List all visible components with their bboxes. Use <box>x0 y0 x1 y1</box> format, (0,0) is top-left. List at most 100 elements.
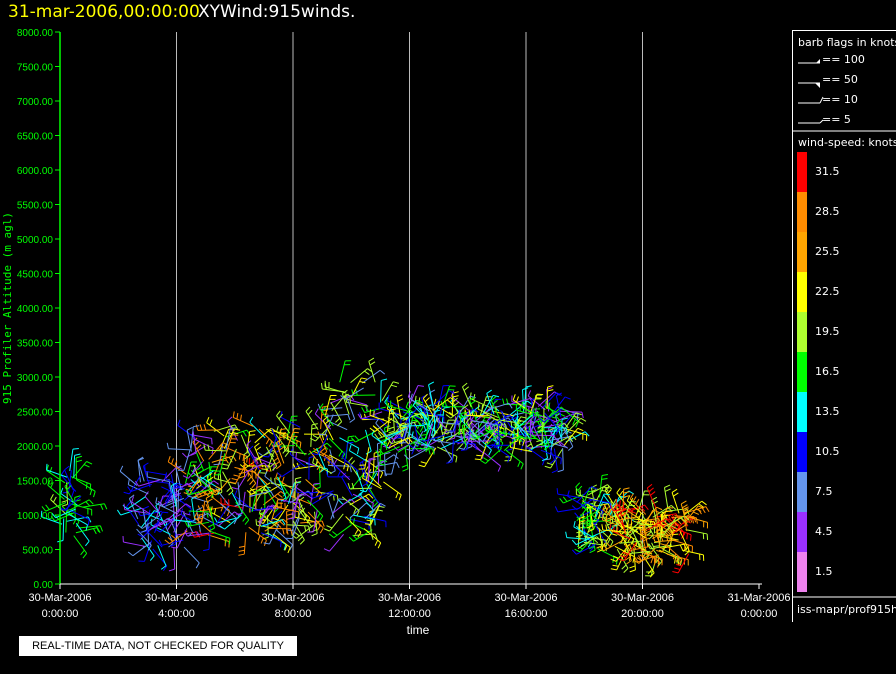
wind-barb <box>442 385 456 407</box>
wind-barb <box>684 505 704 524</box>
wind-barb <box>616 548 629 573</box>
wind-barb <box>182 461 204 479</box>
wind-barb <box>408 385 424 406</box>
wind-barb <box>246 430 256 454</box>
wind-barb <box>386 408 396 432</box>
wind-barb <box>385 452 398 475</box>
wind-barb <box>330 498 345 520</box>
wind-barb <box>436 446 458 463</box>
wind-barb <box>135 479 160 487</box>
speed-bin-label: 4.5 <box>815 525 833 538</box>
wind-barb <box>626 520 646 539</box>
x-axis-label: time <box>407 623 430 637</box>
wind-barb <box>563 427 584 446</box>
wind-barb <box>510 414 533 430</box>
wind-barb <box>221 448 237 470</box>
wind-barb <box>219 514 242 530</box>
wind-barb <box>123 503 147 514</box>
legend-barb-sample <box>798 96 824 104</box>
barb-legend-100: == 100 <box>822 53 865 66</box>
wind-barb <box>559 410 584 419</box>
wind-barb <box>561 407 579 428</box>
y-tick-label: 2500.00 <box>17 408 54 419</box>
wind-barb <box>482 394 500 415</box>
y-tick-label: 3500.00 <box>17 339 54 350</box>
wind-barb <box>350 368 373 384</box>
wind-barb <box>430 414 444 437</box>
wind-barb <box>362 472 383 490</box>
wind-barb <box>341 451 359 472</box>
wind-barb <box>172 513 197 523</box>
product-label: XYWind:915winds. <box>198 2 356 22</box>
speed-color-swatch <box>797 312 807 352</box>
wind-barb <box>679 530 690 556</box>
wind-barb <box>625 547 651 555</box>
wind-barb <box>222 471 234 496</box>
wind-barb <box>575 488 598 501</box>
wind-barb <box>372 408 390 429</box>
wind-barb <box>652 535 677 543</box>
wind-barb <box>573 520 594 538</box>
wind-barb <box>374 430 399 440</box>
wind-barb <box>263 523 280 545</box>
wind-barb <box>308 455 316 480</box>
wind-barb <box>348 444 369 463</box>
wind-barb <box>536 422 543 447</box>
wind-barb <box>322 416 334 441</box>
speed-color-swatch <box>797 512 807 552</box>
wind-barb <box>664 544 683 565</box>
wind-barb <box>633 520 656 534</box>
wind-barb <box>152 548 168 572</box>
wind-barb <box>308 490 334 499</box>
wind-barb <box>461 415 477 438</box>
wind-barb <box>432 397 456 411</box>
wind-barb <box>73 535 88 559</box>
x-tick-time: 0:00:00 <box>42 608 79 620</box>
y-tick-label: 6000.00 <box>17 166 54 177</box>
wind-barb <box>521 401 543 417</box>
wind-barb <box>584 536 607 547</box>
wind-barb <box>601 524 625 533</box>
source-id: iss-mapr/prof915h <box>797 603 896 616</box>
wind-barb <box>64 481 77 506</box>
wind-barb <box>483 451 502 472</box>
wind-barb <box>69 447 79 472</box>
wind-barb <box>503 435 526 452</box>
vertical-grid-lines <box>176 32 643 584</box>
wind-barb <box>470 428 496 440</box>
wind-barb <box>276 529 293 551</box>
x-tick-date: 31-Mar-2006 <box>728 592 791 604</box>
wind-barbs <box>40 357 710 578</box>
wind-barb <box>402 424 427 432</box>
wind-barb <box>159 497 185 508</box>
wind-barb <box>466 421 489 437</box>
wind-barb <box>295 452 317 467</box>
x-tick-time: 16:00:00 <box>505 608 548 620</box>
wind-barb <box>238 532 247 556</box>
wind-barb <box>265 446 278 471</box>
wind-barb <box>685 529 709 540</box>
wind-barb <box>141 537 155 561</box>
wind-barb <box>131 496 151 515</box>
wind-barb <box>271 498 285 521</box>
y-tick-label: 5500.00 <box>17 201 54 212</box>
y-axis-label: 915 Profiler Altitude (m agl) <box>1 212 14 404</box>
wind-barb <box>602 514 624 528</box>
wind-barb <box>227 416 238 441</box>
wind-barb <box>364 515 387 528</box>
wind-barb <box>318 414 334 436</box>
wind-barb <box>193 438 214 455</box>
wind-barb <box>144 465 167 476</box>
wind-barb <box>540 449 562 465</box>
wind-barb <box>595 493 611 515</box>
wind-barb <box>69 509 90 526</box>
wind-barb <box>377 430 402 444</box>
y-tick-label: 7000.00 <box>17 97 54 108</box>
wind-barb <box>272 533 291 554</box>
wind-barb <box>529 415 541 440</box>
barb-legend-5: == 5 <box>822 113 851 126</box>
wind-barb <box>234 466 257 479</box>
wind-barb <box>420 416 430 440</box>
y-tick-label: 7500.00 <box>17 63 54 74</box>
wind-barb <box>458 411 468 436</box>
